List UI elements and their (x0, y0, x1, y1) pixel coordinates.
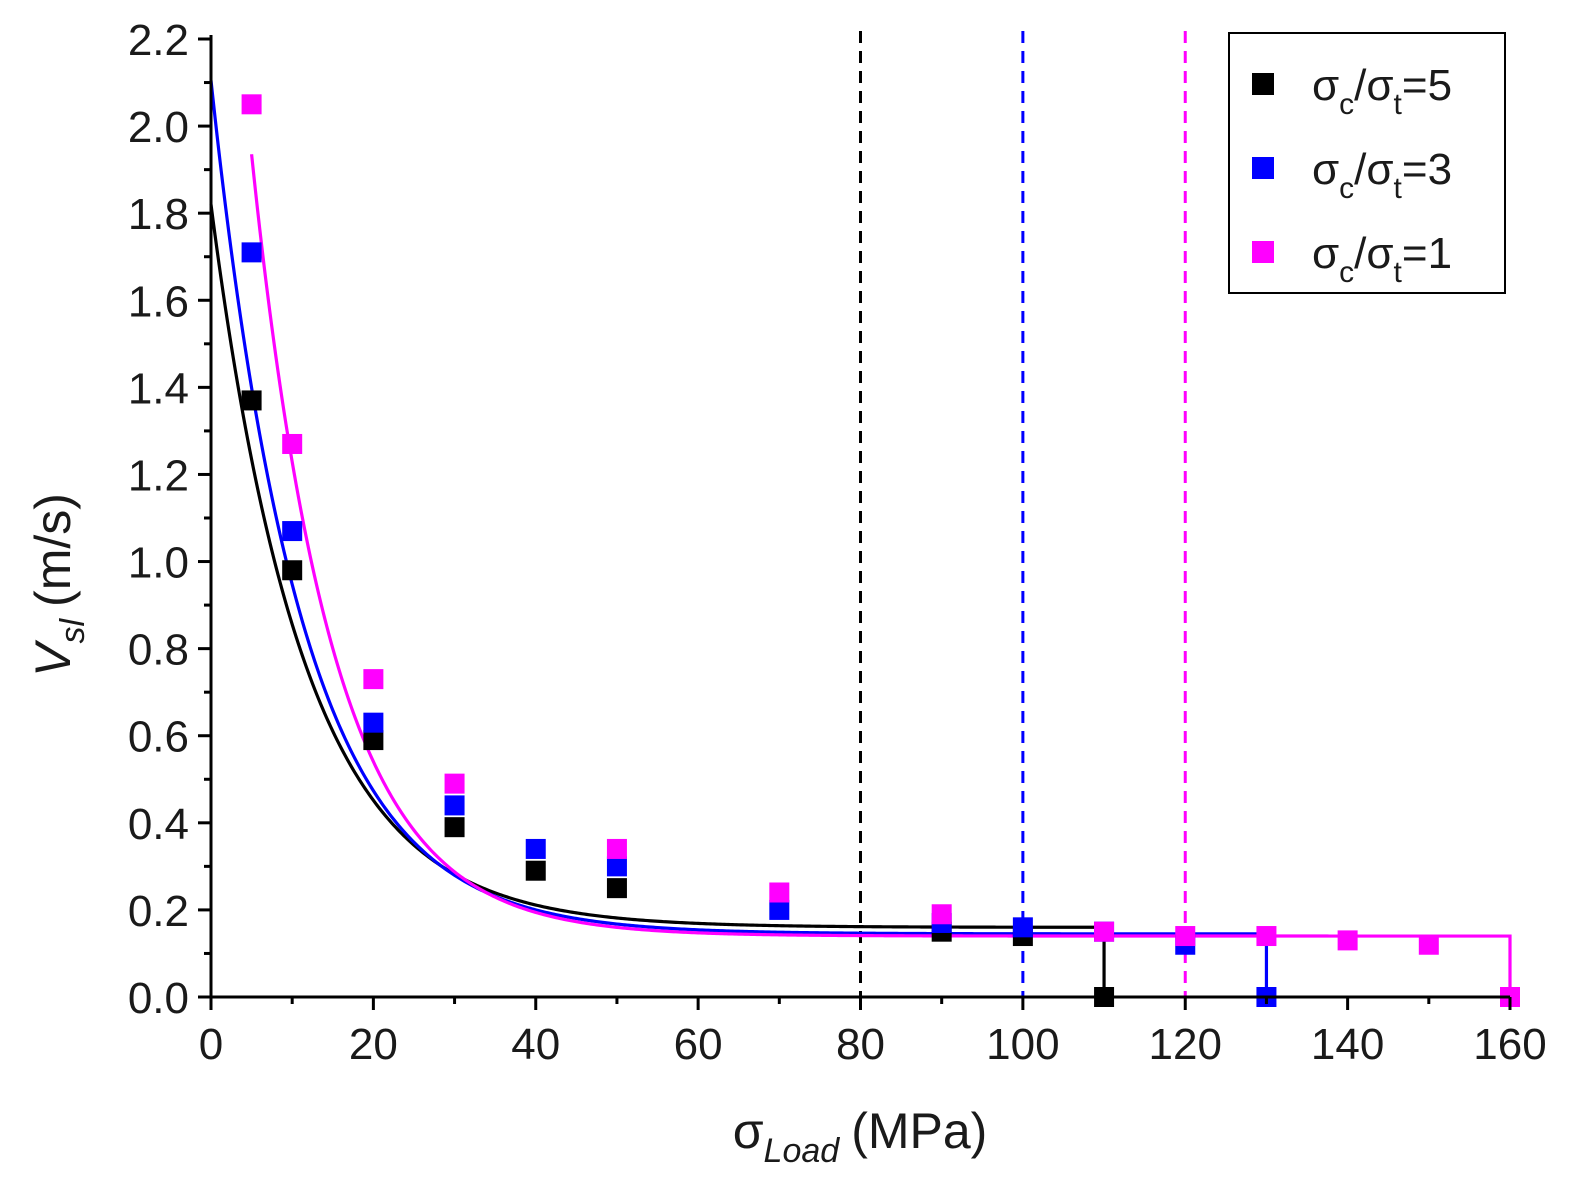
legend-ratio: =1 (1402, 229, 1452, 278)
legend-sub-c: c (1339, 88, 1354, 121)
legend-sub-t: t (1394, 172, 1403, 205)
data-point-0-2 (363, 730, 384, 751)
data-point-0-4 (525, 860, 546, 881)
data-point-1-2 (363, 712, 384, 733)
data-point-2-2 (363, 669, 384, 690)
legend-items: σc/σt=5σc/σt=3σc/σt=1 (1252, 61, 1452, 289)
data-point-1-8 (1012, 917, 1033, 938)
legend-sub-t: t (1394, 256, 1403, 289)
plot-area (209, 31, 1520, 1007)
legend-sigma: σ (1312, 61, 1339, 110)
data-point-2-6 (931, 904, 952, 925)
data-point-2-10 (1337, 930, 1358, 951)
axes: 0 20 40 60 80 100 120 140 160 0.0 0.2 0.4 0.6 0.8 1.0 1… (128, 16, 1547, 1069)
data-point-1-3 (444, 795, 465, 816)
y-tick-label: 0.4 (128, 800, 189, 849)
y-tick-label: 1.6 (128, 277, 189, 326)
x-tick-label: 40 (511, 1020, 560, 1069)
legend-marker-1 (1252, 157, 1274, 179)
legend-box (1228, 32, 1506, 294)
data-point-2-5 (769, 882, 790, 903)
legend-slash-sigma: /σ (1354, 229, 1393, 278)
fit-curve-2 (249, 154, 1512, 997)
legend-sigma: σ (1312, 229, 1339, 278)
y-tick-label: 1.0 (128, 539, 189, 588)
x-tick-label: 160 (1473, 1020, 1546, 1069)
legend-label-2: σc/σt=1 (1312, 229, 1452, 289)
data-point-2-0 (241, 94, 262, 115)
data-point-0-3 (444, 817, 465, 838)
data-point-1-6 (769, 899, 790, 920)
data-point-2-11 (1418, 934, 1439, 955)
data-point-1-4 (525, 838, 546, 859)
y-tick-label: 0.0 (128, 974, 189, 1023)
data-point-2-3 (444, 773, 465, 794)
y-tick-label: 0.8 (128, 626, 189, 675)
legend-ratio: =5 (1402, 61, 1452, 110)
data-point-2-7 (1094, 921, 1115, 942)
data-point-1-1 (282, 521, 303, 542)
data-point-2-8 (1175, 926, 1196, 947)
legend-label-0: σc/σt=5 (1312, 61, 1452, 121)
legend-sub-t: t (1394, 88, 1403, 121)
x-tick-label: 20 (349, 1020, 398, 1069)
legend-ratio: =3 (1402, 145, 1452, 194)
legend-sub-c: c (1339, 256, 1354, 289)
y-tick-label: 2.0 (128, 103, 189, 152)
legend-slash-sigma: /σ (1354, 61, 1393, 110)
fit-curve-1 (209, 80, 1269, 997)
legend-marker-2 (1252, 241, 1274, 263)
y-tick-label: 0.2 (128, 887, 189, 936)
x-tick-label: 0 (199, 1020, 223, 1069)
x-tick-label: 80 (836, 1020, 885, 1069)
data-point-0-5 (606, 878, 627, 899)
y-tick-label: 1.4 (128, 364, 189, 413)
y-tick-label: 1.2 (128, 451, 189, 500)
legend-sigma: σ (1312, 145, 1339, 194)
x-axis-title: σLoad (MPa) (733, 1103, 988, 1170)
data-point-1-5 (606, 856, 627, 877)
legend: σc/σt=5σc/σt=3σc/σt=1 (1228, 32, 1506, 294)
legend-marker-0 (1252, 73, 1274, 95)
y-tick-label: 2.2 (128, 16, 189, 65)
y-tick-label: 1.8 (128, 190, 189, 239)
y-tick-label: 0.6 (128, 713, 189, 762)
y-axis-title: Vsl(m/s) (25, 493, 92, 677)
legend-slash-sigma: /σ (1354, 145, 1393, 194)
legend-label-1: σc/σt=3 (1312, 145, 1452, 205)
data-point-0-1 (282, 560, 303, 581)
data-point-2-9 (1256, 926, 1277, 947)
data-point-2-4 (606, 838, 627, 859)
legend-sub-c: c (1339, 172, 1354, 205)
x-tick-label: 60 (674, 1020, 723, 1069)
x-tick-label: 120 (1149, 1020, 1222, 1069)
data-point-1-0 (241, 242, 262, 263)
data-point-2-1 (282, 433, 303, 454)
data-point-0-0 (241, 390, 262, 411)
fit-curve-0 (209, 204, 1106, 997)
x-tick-label: 100 (986, 1020, 1059, 1069)
x-tick-label: 140 (1311, 1020, 1384, 1069)
